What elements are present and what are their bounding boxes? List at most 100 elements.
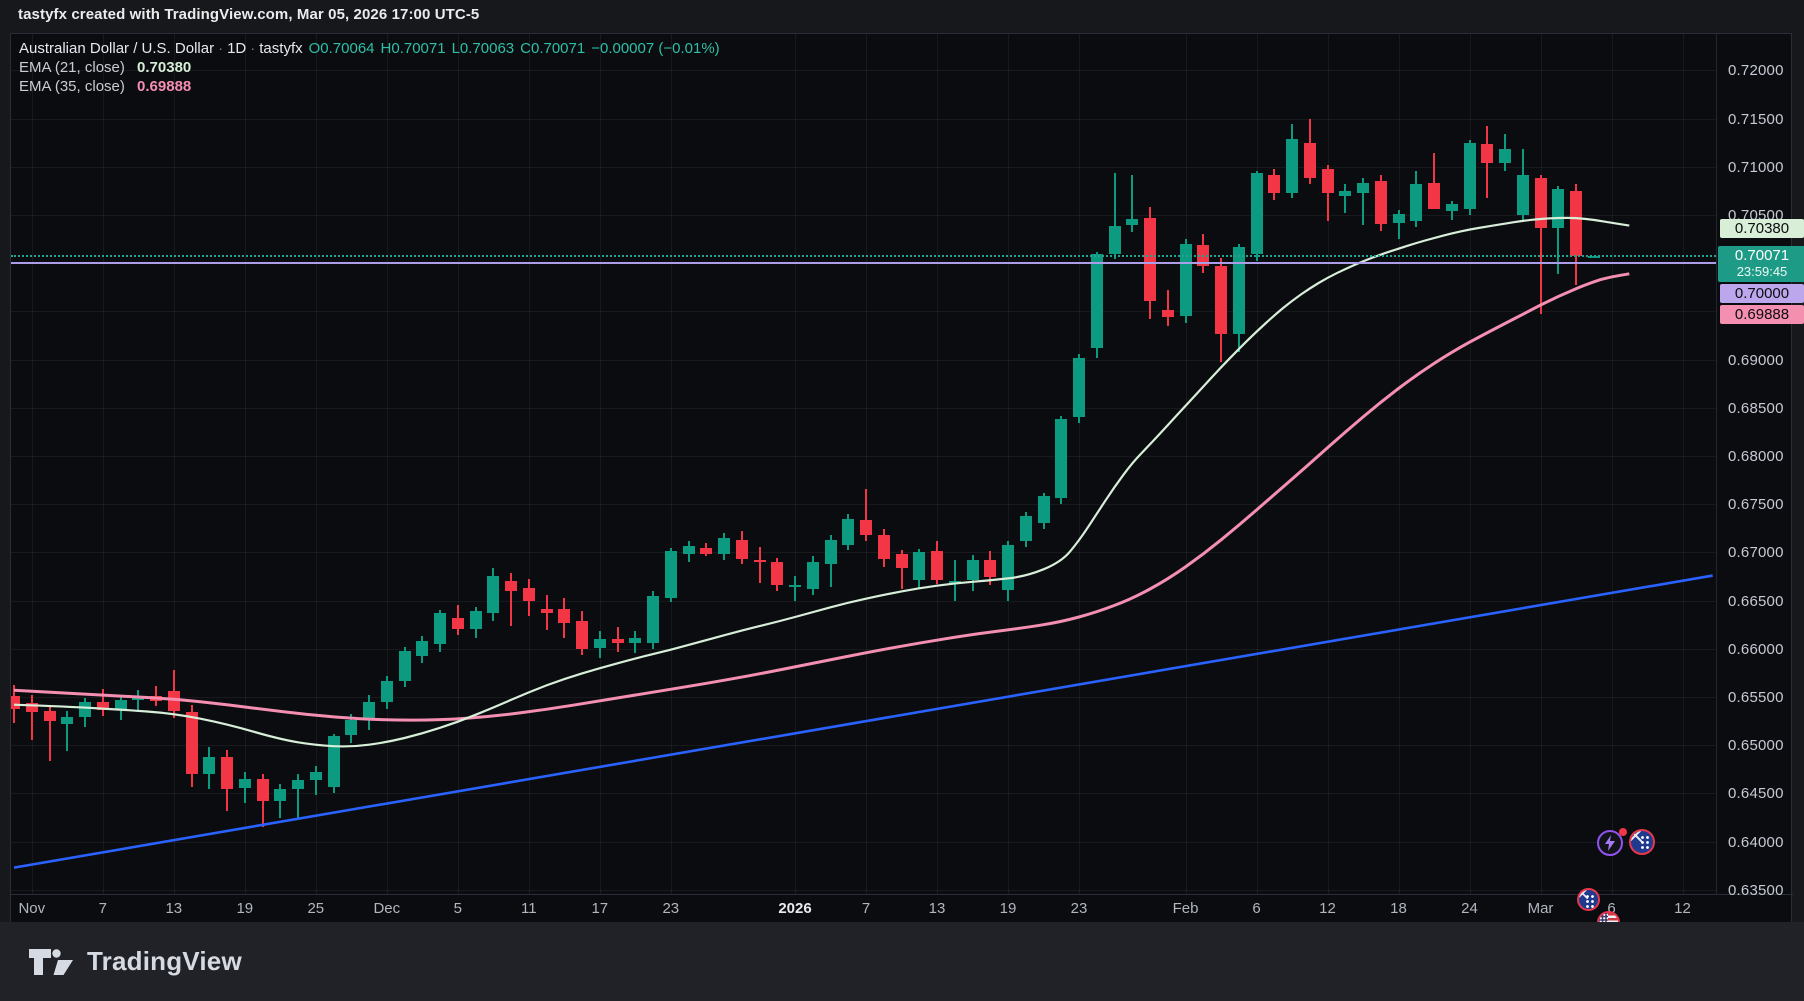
candle (984, 560, 997, 578)
grid-line-v (1398, 34, 1400, 894)
grid-line-v (670, 34, 672, 894)
tradingview-logo[interactable]: TradingView (28, 946, 242, 977)
indicator-row-ema35[interactable]: EMA (35, close) 0.69888 (19, 77, 720, 96)
price-axis-label: 0.71000 (1728, 158, 1784, 176)
candle (416, 641, 429, 656)
candle (185, 711, 198, 775)
symbol-title[interactable]: Australian Dollar / U.S. Dollar (19, 40, 215, 57)
candle (860, 519, 872, 535)
candle-wick (758, 546, 761, 584)
horizontal-level-line[interactable] (11, 262, 1716, 265)
candle (966, 560, 979, 581)
grid-line-v (102, 34, 104, 894)
candle (806, 562, 819, 589)
ema35-name: EMA (35, close) (19, 78, 125, 95)
lightning-event-icon[interactable] (1597, 830, 1623, 856)
grid-line-h (11, 504, 1716, 506)
candle (931, 550, 943, 581)
grid-line-v (866, 34, 867, 894)
candle (363, 701, 375, 721)
candle-wick (48, 704, 51, 761)
interval-label[interactable]: 1D (227, 40, 247, 57)
candle (1108, 225, 1121, 254)
candle (664, 550, 677, 598)
symbol-row[interactable]: Australian Dollar / U.S. Dollar · 1D · tasty… (19, 39, 720, 58)
time-axis-label: 12 (1674, 900, 1691, 917)
candle (842, 518, 855, 545)
grid-line-h (11, 841, 1716, 843)
ema35-line (13, 272, 1630, 722)
price-axis-label: 0.64500 (1728, 785, 1784, 803)
time-axis-label: 7 (861, 900, 871, 917)
grid-line-v (457, 34, 459, 894)
candle (611, 639, 624, 644)
grid-line-h (11, 745, 1716, 747)
candle (1286, 138, 1298, 193)
chart-pane[interactable]: 0.720000.715000.710000.705000.700000.695… (10, 33, 1804, 1001)
legend-separator2: · (250, 40, 256, 57)
candle (434, 613, 446, 644)
grid-line-v (1682, 34, 1684, 894)
indicator-row-ema21[interactable]: EMA (21, close) 0.70380 (19, 58, 720, 77)
candle (558, 609, 571, 623)
time-axis-label: 19 (236, 900, 254, 917)
au-flag-event-icon[interactable] (1629, 829, 1655, 855)
grid-line-v (795, 34, 796, 894)
ohlc-high: H0.70071 (380, 40, 446, 57)
grid-line-h (11, 552, 1716, 554)
time-axis-label: 23 (1070, 900, 1088, 917)
price-axis-label: 0.65500 (1728, 689, 1784, 706)
price-axis-label: 0.63500 (1728, 881, 1784, 899)
price-axis-label: 0.68500 (1728, 399, 1784, 417)
attribution-bar: tastyfx created with TradingView.com, Ma… (0, 0, 1804, 30)
candle (824, 539, 837, 564)
candle (895, 554, 908, 568)
ohlc-change: −0.00007 (−0.01%) (591, 40, 720, 57)
grid-line-h (11, 70, 1716, 72)
time-axis-label: 2026 (778, 900, 812, 917)
exchange-label[interactable]: tastyfx (259, 40, 303, 57)
ema35-value: 0.69888 (137, 78, 192, 95)
time-axis-label: 18 (1390, 900, 1407, 917)
time-axis-label: 11 (521, 900, 537, 917)
candle (913, 552, 926, 581)
candle (1339, 190, 1352, 196)
candle-wick (1433, 153, 1435, 210)
candle (505, 581, 517, 591)
candle (1144, 217, 1156, 301)
candle (1215, 266, 1227, 335)
candle (593, 639, 606, 648)
price-axis-label: 0.72000 (1728, 62, 1784, 80)
plot-area[interactable] (11, 34, 1716, 894)
candle (1499, 148, 1511, 163)
level-price-tag: 0.70000 (1720, 284, 1804, 303)
candle (256, 778, 269, 802)
candle (309, 772, 322, 780)
candle (771, 562, 784, 586)
grid-line-v (1327, 34, 1329, 894)
time-axis-label: 6 (1252, 900, 1261, 917)
footer-bar: TradingView (0, 922, 1804, 1001)
au-flag-event-icon[interactable] (1576, 887, 1600, 911)
price-axis-label: 0.66000 (1728, 640, 1784, 658)
time-axis-label: Nov (18, 900, 46, 917)
candle (1481, 143, 1494, 163)
candle (61, 717, 74, 724)
time-axis-label: 12 (1319, 900, 1336, 917)
candle-wick (1113, 172, 1116, 260)
candle-wick (1557, 186, 1560, 274)
time-axis-label: 19 (999, 900, 1017, 917)
candle (877, 535, 890, 560)
candle-wick (616, 626, 619, 652)
candle (327, 735, 340, 787)
candle-wick (900, 549, 903, 589)
trendline[interactable] (13, 574, 1713, 869)
candle-wick (1326, 164, 1329, 221)
grid-line-h (11, 889, 1716, 891)
tradingview-wordmark: TradingView (87, 946, 242, 976)
candle-wick (1166, 290, 1169, 326)
ema21-line (13, 216, 1630, 748)
candle (753, 560, 766, 562)
candle (629, 638, 642, 643)
candle (1410, 184, 1423, 221)
